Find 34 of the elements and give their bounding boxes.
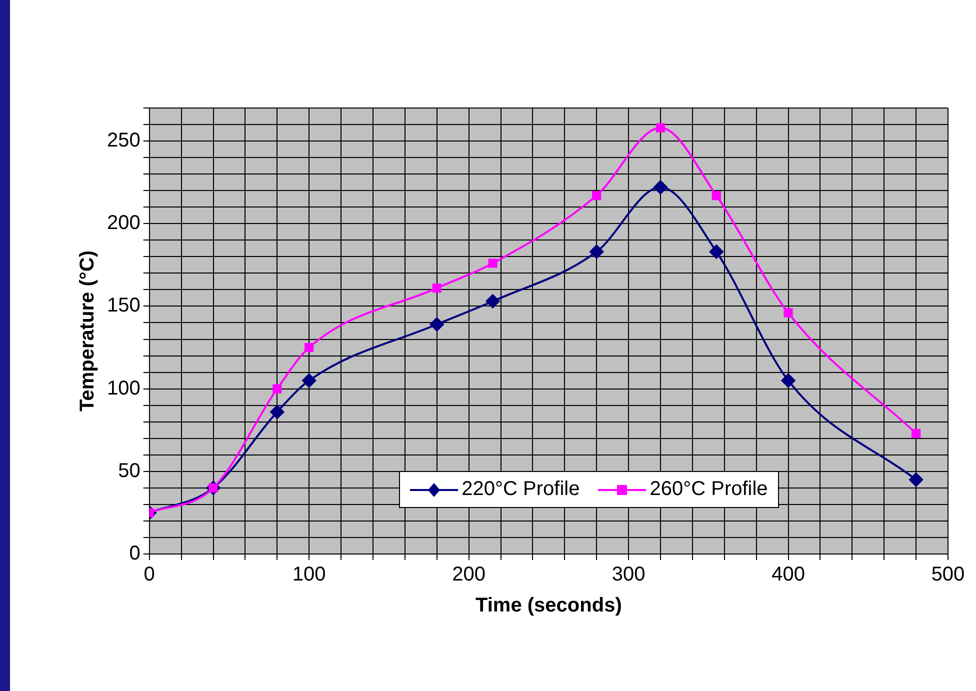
point bbox=[270, 404, 284, 419]
x-tick-label: 500 bbox=[931, 564, 965, 586]
y-tick-label: 0 bbox=[129, 542, 140, 565]
y-tick-label: 150 bbox=[106, 294, 140, 317]
x-tick-label: 100 bbox=[292, 564, 326, 586]
point bbox=[592, 191, 602, 200]
point bbox=[781, 374, 796, 388]
point bbox=[486, 294, 500, 308]
y-tick-label: 200 bbox=[106, 212, 140, 234]
x-tick-label: 400 bbox=[772, 564, 805, 586]
point bbox=[784, 308, 793, 318]
point bbox=[430, 317, 444, 332]
x-tick-label: 300 bbox=[612, 564, 646, 586]
point bbox=[304, 342, 314, 352]
point bbox=[656, 123, 666, 132]
point bbox=[709, 244, 724, 259]
point bbox=[590, 244, 604, 259]
point bbox=[712, 191, 721, 200]
x-tick-label: 200 bbox=[452, 564, 486, 586]
x-axis-title: Time (seconds) bbox=[476, 594, 622, 617]
point bbox=[653, 180, 668, 194]
point bbox=[912, 428, 921, 438]
point bbox=[272, 384, 282, 394]
y-axis-title: Temperature (°C) bbox=[76, 250, 99, 412]
x-tick-label: 0 bbox=[144, 564, 155, 586]
point bbox=[432, 284, 442, 293]
point bbox=[909, 472, 924, 487]
point bbox=[302, 374, 316, 388]
y-tick-label: 250 bbox=[106, 130, 140, 152]
y-tick-label: 100 bbox=[106, 377, 140, 400]
y-tick-label: 50 bbox=[118, 460, 140, 482]
legend-label: 260°C Profile bbox=[650, 478, 768, 501]
legend-label: 220°C Profile bbox=[462, 478, 580, 501]
point bbox=[488, 258, 498, 268]
